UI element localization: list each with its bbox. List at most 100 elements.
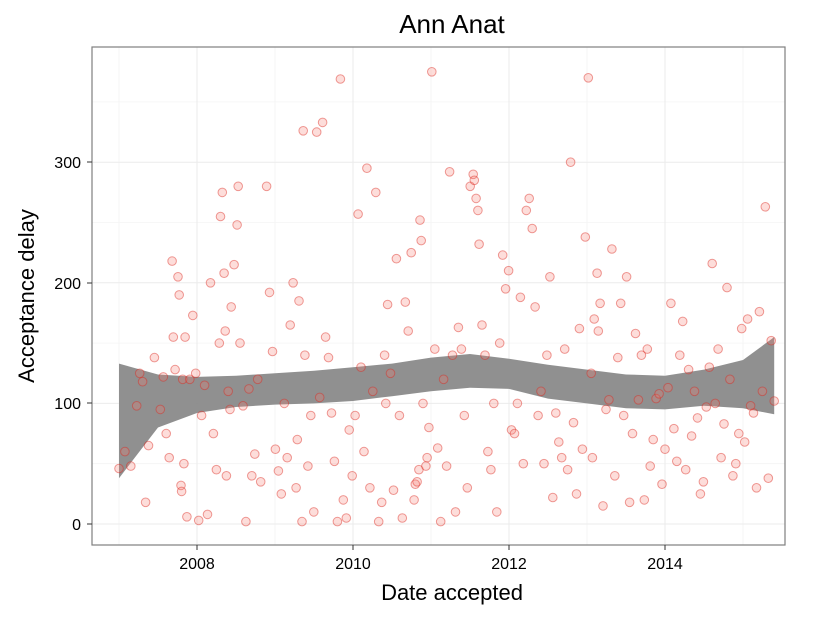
data-point xyxy=(519,459,528,468)
data-point xyxy=(256,478,265,487)
data-point xyxy=(761,203,770,212)
data-point xyxy=(439,375,448,384)
y-axis: 0 100 200 300 Acceptance delay xyxy=(14,155,92,534)
data-point xyxy=(215,339,224,348)
data-point xyxy=(150,353,159,362)
data-point xyxy=(156,405,165,414)
data-point xyxy=(233,221,242,230)
y-axis-title: Acceptance delay xyxy=(14,209,39,383)
data-point xyxy=(596,299,605,308)
data-point xyxy=(755,307,764,316)
data-point xyxy=(546,273,555,282)
data-point xyxy=(171,365,180,374)
data-point xyxy=(265,288,274,297)
data-point xyxy=(678,317,687,326)
data-point xyxy=(366,484,375,493)
data-point xyxy=(740,438,749,447)
data-point xyxy=(640,496,649,505)
data-point xyxy=(490,399,499,408)
plot-panel xyxy=(92,47,785,545)
data-point xyxy=(413,478,422,487)
data-point xyxy=(448,351,457,360)
data-point xyxy=(711,399,720,408)
chart-title: Ann Anat xyxy=(399,9,505,39)
data-point xyxy=(127,462,136,471)
x-tick-label-2014: 2014 xyxy=(647,556,683,573)
data-point xyxy=(333,517,342,526)
data-point xyxy=(404,327,413,336)
data-point xyxy=(495,339,504,348)
data-point xyxy=(534,411,543,420)
data-point xyxy=(115,464,124,473)
y-tick-label-100: 100 xyxy=(54,396,81,413)
data-point xyxy=(194,516,203,525)
data-point xyxy=(445,168,454,177)
data-point xyxy=(584,74,593,83)
data-point xyxy=(581,233,590,242)
data-point xyxy=(386,369,395,378)
data-point xyxy=(749,409,758,418)
data-point xyxy=(474,206,483,215)
data-point xyxy=(684,365,693,374)
data-point xyxy=(339,496,348,505)
data-point xyxy=(222,472,231,481)
data-point xyxy=(216,212,225,221)
data-point xyxy=(351,411,360,420)
data-point xyxy=(200,381,209,390)
data-point xyxy=(557,453,566,462)
data-point xyxy=(758,387,767,396)
data-point xyxy=(372,188,381,197)
data-point xyxy=(602,405,611,414)
data-point xyxy=(230,260,239,269)
data-point xyxy=(245,385,254,394)
data-point xyxy=(594,327,603,336)
data-point xyxy=(540,459,549,468)
data-point xyxy=(552,409,561,418)
data-point xyxy=(549,493,558,502)
data-point xyxy=(283,453,292,462)
data-point xyxy=(625,498,634,507)
data-point xyxy=(555,438,564,447)
data-point xyxy=(189,311,198,320)
data-point xyxy=(310,508,319,517)
data-point xyxy=(472,194,481,203)
data-point xyxy=(298,517,307,526)
data-point xyxy=(431,345,440,354)
data-point xyxy=(327,409,336,418)
data-point xyxy=(428,68,437,77)
data-point xyxy=(516,293,525,302)
data-point xyxy=(293,435,302,444)
data-point xyxy=(661,445,670,454)
data-point xyxy=(605,396,614,405)
data-point xyxy=(767,336,776,345)
data-point xyxy=(342,514,351,523)
data-point xyxy=(299,127,308,136)
data-point xyxy=(690,387,699,396)
data-point xyxy=(174,273,183,282)
data-point xyxy=(315,393,324,402)
data-point xyxy=(407,248,416,257)
data-point xyxy=(274,467,283,476)
data-point xyxy=(220,269,229,278)
data-point xyxy=(286,321,295,330)
data-point xyxy=(218,188,227,197)
data-point xyxy=(560,345,569,354)
data-point xyxy=(764,474,773,483)
data-point xyxy=(531,303,540,312)
data-point xyxy=(321,333,330,342)
data-point xyxy=(752,484,761,493)
data-point xyxy=(197,411,206,420)
data-point xyxy=(304,462,313,471)
data-point xyxy=(611,472,620,481)
data-point xyxy=(135,369,144,378)
data-point xyxy=(181,333,190,342)
data-point xyxy=(501,285,510,294)
data-point xyxy=(177,487,186,496)
data-point xyxy=(708,259,717,268)
data-point xyxy=(720,420,729,429)
data-point xyxy=(487,465,496,474)
data-point xyxy=(528,224,537,233)
data-point xyxy=(614,353,623,362)
data-point xyxy=(395,411,404,420)
